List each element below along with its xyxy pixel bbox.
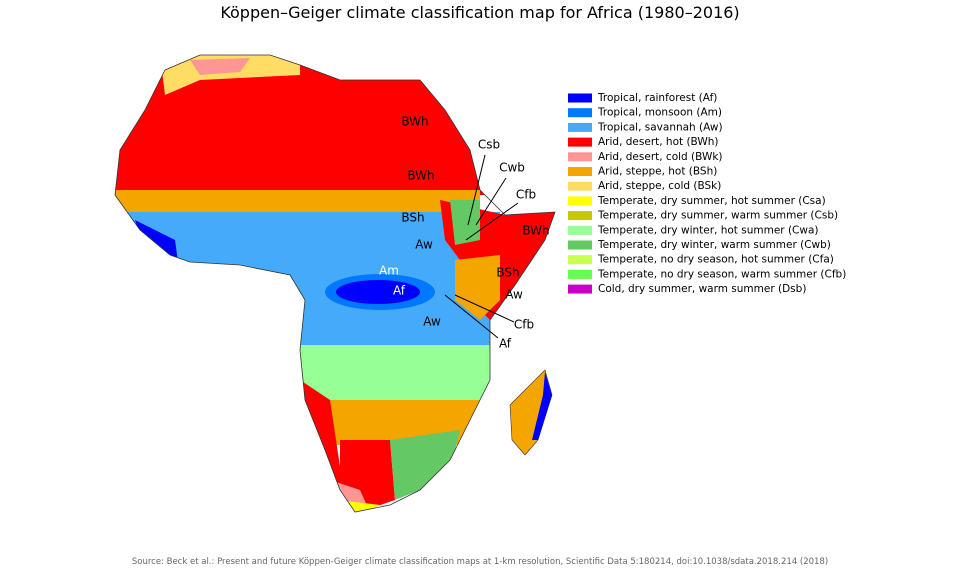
legend-swatch (568, 225, 592, 235)
legend-label: Tropical, monsoon (Am) (597, 107, 722, 119)
legend-swatch (568, 108, 592, 118)
legend-swatch (568, 240, 592, 250)
legend-label: Temperate, dry summer, hot summer (Csa) (597, 195, 826, 207)
legend-label: Temperate, no dry season, hot summer (Cf… (597, 254, 834, 266)
map-label: Cwb (499, 161, 525, 175)
madagascar-rainforest (532, 372, 552, 440)
legend-label: Arid, desert, cold (BWk) (598, 151, 723, 163)
map-label: Am (379, 264, 399, 278)
source: Source: Beck et al.: Present and future … (132, 557, 828, 567)
map-label: Af (499, 337, 512, 351)
coastline (114, 54, 556, 513)
legend-label: Tropical, rainforest (Af) (597, 92, 717, 104)
map-label: Csb (478, 138, 500, 152)
map-label: Aw (423, 315, 441, 329)
madagascar (509, 369, 553, 456)
legend-swatch (568, 152, 592, 162)
legend: Tropical, rainforest (Af) Tropical, monso… (568, 92, 846, 295)
map-label: BSh (496, 266, 519, 280)
map-label: Cfb (516, 188, 536, 202)
legend-swatch (568, 255, 592, 265)
map-label: Cfb (514, 318, 534, 332)
legend-label: Temperate, dry winter, warm summer (Cwb) (597, 239, 831, 251)
legend-swatch (568, 137, 592, 147)
legend-label: Temperate, dry winter, hot summer (Cwa) (597, 224, 819, 236)
title: Köppen–Geiger climate classification map… (220, 3, 739, 22)
legend-swatch (568, 181, 592, 191)
legend-swatch (568, 122, 592, 132)
map-label: Af (393, 284, 406, 298)
legend-swatch (568, 196, 592, 206)
map-label: Aw (415, 238, 433, 252)
map-label: Aw (505, 288, 523, 302)
legend-swatch (568, 93, 592, 103)
leader-lines (444, 154, 519, 339)
legend-label: Arid, steppe, cold (BSk) (598, 180, 721, 192)
map-label: BWh (522, 224, 549, 238)
legend-swatch (568, 284, 592, 294)
map-label: BSh (401, 211, 424, 225)
africa-map (115, 55, 555, 512)
legend-label: Arid, steppe, hot (BSh) (598, 166, 717, 178)
legend-label: Tropical, savannah (Aw) (597, 121, 723, 133)
legend-label: Temperate, no dry season, warm summer (C… (597, 268, 846, 280)
map-label: BWh (401, 115, 428, 129)
legend-swatch (568, 269, 592, 279)
legend-swatch (568, 167, 592, 176)
legend-swatch (568, 211, 592, 221)
legend-label: Cold, dry summer, warm summer (Dsb) (598, 283, 806, 295)
legend-label: Temperate, dry summer, warm summer (Csb) (597, 210, 838, 222)
map-label: BWh (407, 169, 434, 183)
legend-label: Arid, desert, hot (BWh) (598, 136, 719, 148)
